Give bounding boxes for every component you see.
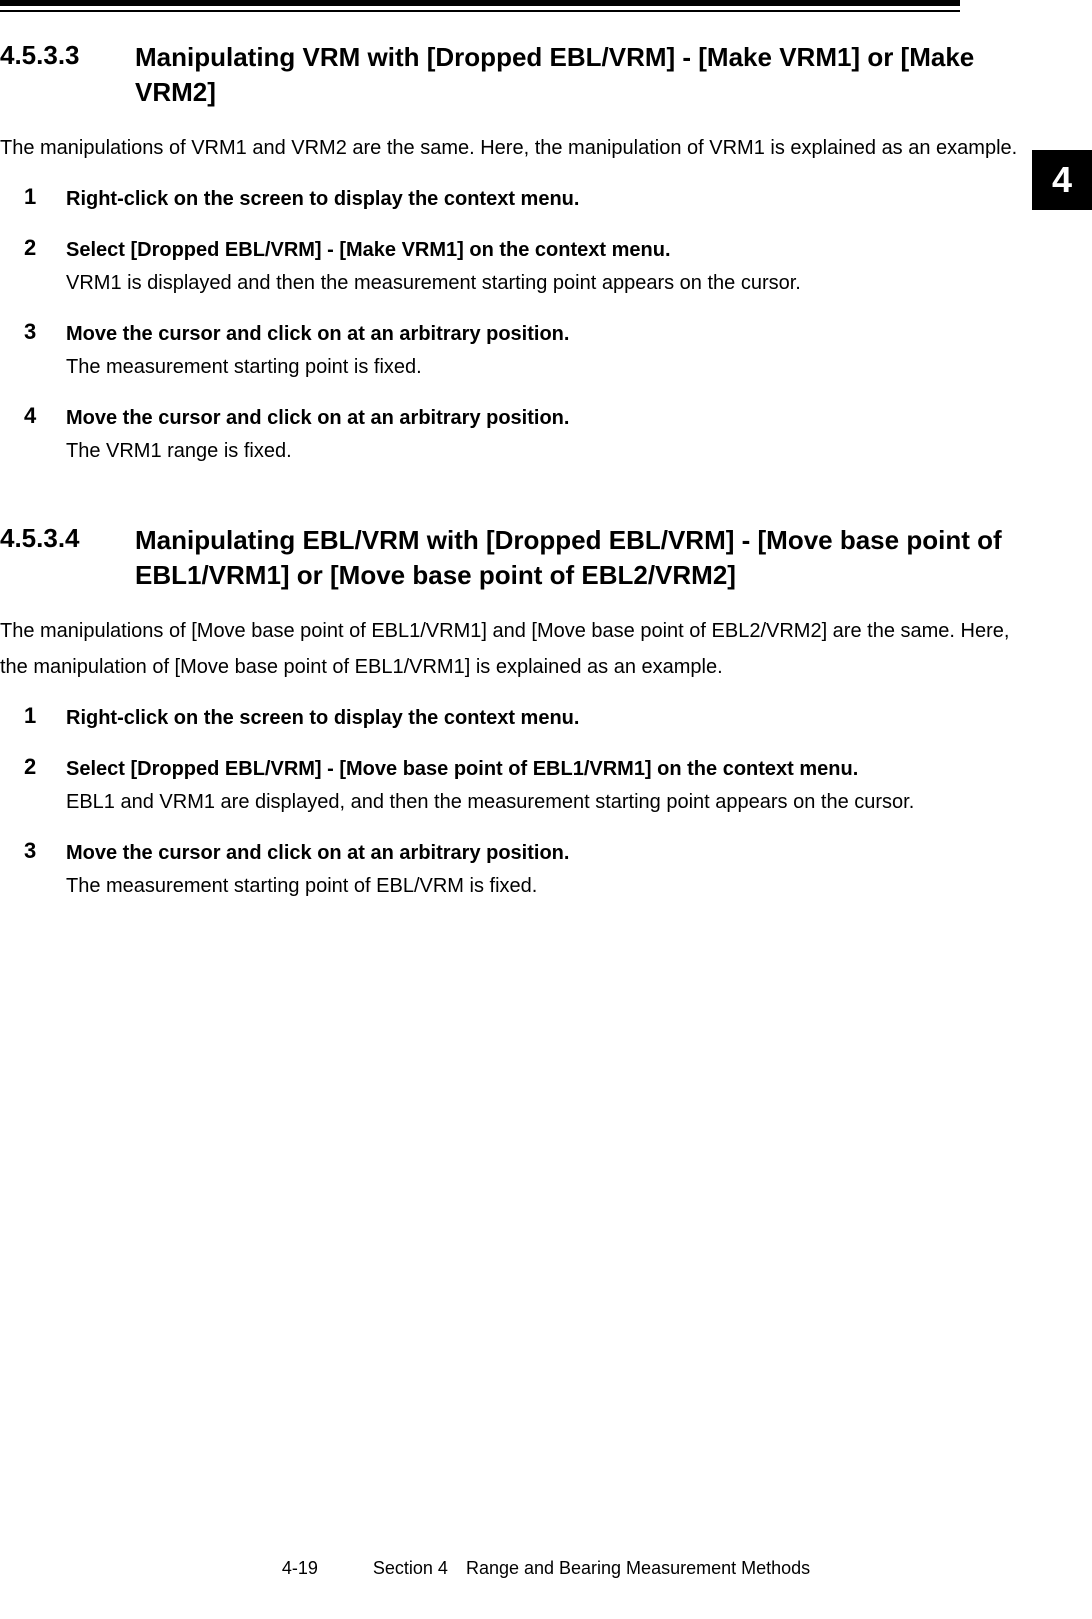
step-number: 1 <box>24 703 66 734</box>
step-title: Move the cursor and click on at an arbit… <box>66 403 569 434</box>
section-title: Manipulating VRM with [Dropped EBL/VRM] … <box>135 40 1042 110</box>
step-item: 2 Select [Dropped EBL/VRM] - [Move base … <box>24 754 1042 818</box>
step-title: Move the cursor and click on at an arbit… <box>66 838 569 869</box>
step-description: The measurement starting point is fixed. <box>66 352 569 383</box>
step-number: 3 <box>24 319 66 383</box>
step-title: Select [Dropped EBL/VRM] - [Move base po… <box>66 754 914 785</box>
section-heading: 4.5.3.4 Manipulating EBL/VRM with [Dropp… <box>0 523 1042 593</box>
step-number: 2 <box>24 235 66 299</box>
section-number: 4.5.3.3 <box>0 40 135 110</box>
step-number: 2 <box>24 754 66 818</box>
step-item: 3 Move the cursor and click on at an arb… <box>24 319 1042 383</box>
step-number: 4 <box>24 403 66 467</box>
step-description: EBL1 and VRM1 are displayed, and then th… <box>66 787 914 818</box>
top-rule <box>0 0 960 12</box>
footer-section-label: Section 4 Range and Bearing Measurement … <box>373 1558 810 1579</box>
step-title: Right-click on the screen to display the… <box>66 184 579 215</box>
step-item: 1 Right-click on the screen to display t… <box>24 184 1042 215</box>
step-number: 1 <box>24 184 66 215</box>
step-number: 3 <box>24 838 66 902</box>
step-title: Move the cursor and click on at an arbit… <box>66 319 569 350</box>
step-title: Right-click on the screen to display the… <box>66 703 579 734</box>
step-description: VRM1 is displayed and then the measureme… <box>66 268 801 299</box>
step-item: 3 Move the cursor and click on at an arb… <box>24 838 1042 902</box>
step-description: The measurement starting point of EBL/VR… <box>66 871 569 902</box>
page-number: 4-19 <box>282 1558 318 1579</box>
step-description: The VRM1 range is fixed. <box>66 436 569 467</box>
page-content: 4.5.3.3 Manipulating VRM with [Dropped E… <box>0 40 1092 902</box>
step-item: 2 Select [Dropped EBL/VRM] - [Make VRM1]… <box>24 235 1042 299</box>
section-title: Manipulating EBL/VRM with [Dropped EBL/V… <box>135 523 1042 593</box>
page-footer: 4-19 Section 4 Range and Bearing Measure… <box>0 1558 1092 1579</box>
section-intro: The manipulations of VRM1 and VRM2 are t… <box>0 130 1042 166</box>
chapter-tab: 4 <box>1032 150 1092 210</box>
step-item: 1 Right-click on the screen to display t… <box>24 703 1042 734</box>
step-title: Select [Dropped EBL/VRM] - [Make VRM1] o… <box>66 235 801 266</box>
section-heading: 4.5.3.3 Manipulating VRM with [Dropped E… <box>0 40 1042 110</box>
section-intro: The manipulations of [Move base point of… <box>0 613 1042 685</box>
step-item: 4 Move the cursor and click on at an arb… <box>24 403 1042 467</box>
section-number: 4.5.3.4 <box>0 523 135 593</box>
